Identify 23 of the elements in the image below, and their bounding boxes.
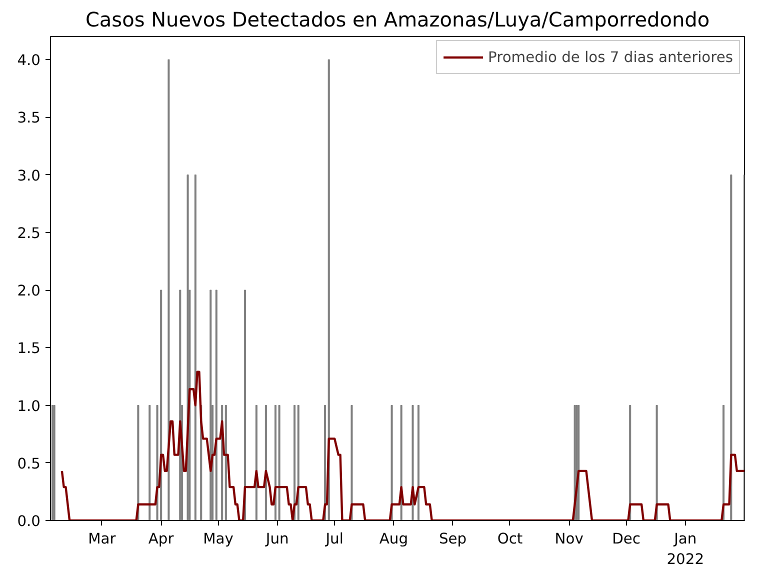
y-tick-label: 3.5: [17, 110, 41, 127]
x-tick-label: Oct: [497, 530, 523, 548]
y-tick-label: 4.0: [17, 52, 41, 70]
x-tick-label: Mar: [88, 530, 117, 548]
y-tick-label: 0.0: [17, 513, 41, 530]
y-tick-label: 0.5: [17, 455, 41, 472]
y-tick-label: 2.0: [17, 282, 41, 300]
y-tick-label: 1.0: [17, 398, 41, 415]
x-tick-label: Apr: [148, 530, 175, 548]
x-tick-label: May: [203, 530, 234, 548]
legend-label: Promedio de los 7 dias anteriores: [488, 48, 733, 66]
line-series: [60, 370, 744, 520]
x-tick-label: Nov: [554, 530, 584, 548]
y-tick-label: 1.5: [17, 340, 41, 358]
x-tick-label: Jan 2022: [666, 530, 704, 568]
x-tick-label: Aug: [379, 530, 408, 548]
chart-title: Casos Nuevos Detectados en Amazonas/Luya/Camporredondo: [85, 8, 710, 32]
y-tick-label: 3.0: [17, 167, 41, 184]
x-tick-label: Sep: [438, 530, 467, 548]
x-tick-label: Jul: [324, 530, 344, 548]
x-tick-label: Dec: [612, 530, 640, 548]
y-tick-label: 2.5: [17, 224, 41, 242]
x-tick-label: Jun: [264, 530, 289, 548]
